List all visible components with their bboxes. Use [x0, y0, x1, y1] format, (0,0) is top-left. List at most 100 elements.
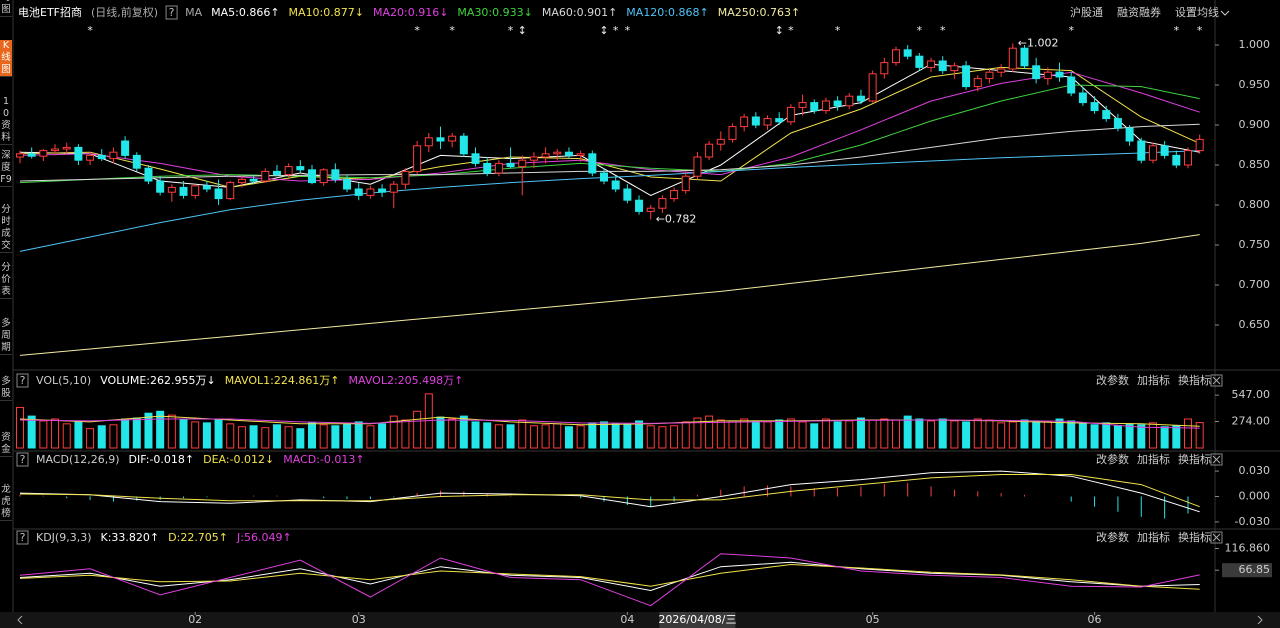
help-icon[interactable]: ? [169, 6, 175, 19]
candle-body [74, 146, 83, 161]
volume-bar [518, 419, 527, 449]
volume-bar [997, 422, 1006, 449]
candle-body [880, 62, 889, 75]
volume-bar [810, 423, 819, 449]
candle-body [51, 148, 60, 152]
candle-body [985, 71, 994, 80]
ma-line [19, 123, 1200, 182]
help-box[interactable] [16, 530, 29, 545]
candle-body [436, 137, 445, 142]
close-box[interactable] [1210, 531, 1223, 544]
x-tick-label: 05 [866, 613, 880, 626]
candle-body [693, 156, 702, 177]
kdj-line [19, 553, 1200, 607]
volume-bar [588, 422, 597, 449]
volume-bar [436, 416, 445, 449]
candle-body [845, 95, 854, 107]
sidebar-tab[interactable]: 分时成交 [0, 204, 12, 253]
volume-bar [354, 421, 363, 449]
close-box[interactable] [1210, 374, 1223, 387]
panel-button[interactable]: 换指标 [1178, 530, 1211, 544]
macd-line [19, 474, 1200, 508]
sidebar-tab[interactable]: 10资料 [0, 96, 12, 145]
help-box[interactable] [16, 373, 29, 388]
scroll-right[interactable] [1257, 615, 1263, 625]
volume-bar [670, 425, 679, 449]
candle-body [191, 185, 200, 196]
sidebar-tab[interactable]: 多周期 [0, 318, 12, 355]
panel-button[interactable]: 改参数 [1096, 452, 1129, 466]
close-box[interactable] [1210, 453, 1223, 466]
volume-bar [576, 425, 585, 449]
panel-button[interactable]: 改参数 [1096, 373, 1129, 387]
panel-button[interactable]: 加指标 [1137, 373, 1170, 387]
toolbar-link[interactable]: 沪股通 [1070, 5, 1103, 19]
ma-legend: MA30:0.933↓ [457, 6, 532, 19]
panel-button[interactable]: 换指标 [1178, 452, 1211, 466]
volume-bar [226, 423, 235, 449]
volume-bar [845, 420, 854, 449]
candle-body [1067, 76, 1076, 94]
sidebar-tab[interactable]: 龙虎榜 [0, 484, 12, 521]
close-icon[interactable] [1212, 376, 1221, 385]
sidebar-tab[interactable]: K线图 [0, 40, 12, 77]
sidebar-tab[interactable]: 多股 [0, 376, 12, 401]
volume-bar [938, 418, 947, 449]
ma-legend: MA250:0.763↑ [718, 6, 800, 19]
candle-body [86, 154, 95, 161]
panel-button[interactable]: 换指标 [1178, 373, 1211, 387]
help-box[interactable] [165, 5, 178, 20]
help-icon[interactable]: ? [20, 453, 26, 466]
sidebar-tab[interactable]: 深度F9 [0, 150, 12, 187]
candle-body [775, 118, 784, 123]
y-tick-label: 0.000 [1239, 490, 1271, 503]
candle-body [786, 106, 795, 123]
scrollbar[interactable] [0, 612, 1280, 628]
candle-body [1125, 127, 1134, 142]
candle-body [39, 150, 48, 157]
volume-bar [856, 417, 865, 449]
volume-bar [950, 420, 959, 449]
panel-button[interactable]: 加指标 [1137, 530, 1170, 544]
cursor-box [659, 612, 736, 628]
panel-button[interactable]: 改参数 [1096, 530, 1129, 544]
signal-mark: * [625, 24, 631, 37]
volume-bar [1148, 422, 1157, 449]
volume-bar [705, 415, 714, 449]
volume-bar [506, 424, 515, 449]
ma-legend: MA60:0.901↑ [542, 6, 617, 19]
candle-body [343, 178, 352, 190]
close-icon[interactable] [1212, 533, 1221, 542]
volume-bar [751, 420, 760, 449]
candle-body [202, 185, 211, 190]
signal-mark: * [835, 24, 841, 37]
candle-body [506, 162, 515, 168]
candle-body [144, 167, 153, 182]
price-annotation: ←1.002 [1018, 36, 1059, 49]
signal-mark: ↕ [518, 24, 527, 37]
volume-bar [541, 424, 550, 449]
help-icon[interactable]: ? [20, 374, 26, 387]
scroll-left[interactable] [17, 615, 23, 625]
volume-bar [786, 418, 795, 449]
candle-body [962, 65, 971, 88]
candle-body [401, 170, 410, 185]
toolbar-link[interactable]: 融资融券 [1117, 5, 1161, 19]
close-icon[interactable] [1212, 455, 1221, 464]
toolbar-link[interactable]: 设置均线 [1175, 5, 1219, 19]
candle-body [728, 126, 737, 140]
volume-bar [62, 423, 71, 449]
volume-legend: VOLUME:262.955万↓ [100, 374, 215, 387]
sidebar-tab[interactable]: 时图 [0, 0, 12, 17]
candle-body [389, 183, 398, 193]
help-box[interactable] [16, 452, 29, 467]
sidebar-tab[interactable]: 分价表 [0, 262, 12, 299]
panel-button[interactable]: 加指标 [1137, 452, 1170, 466]
candle-body [16, 153, 24, 158]
sidebar-tab[interactable]: 资金 [0, 432, 12, 457]
volume-bar [1067, 420, 1076, 449]
candle-body [62, 146, 71, 150]
candle-body [1195, 138, 1204, 152]
help-icon[interactable]: ? [20, 531, 26, 544]
